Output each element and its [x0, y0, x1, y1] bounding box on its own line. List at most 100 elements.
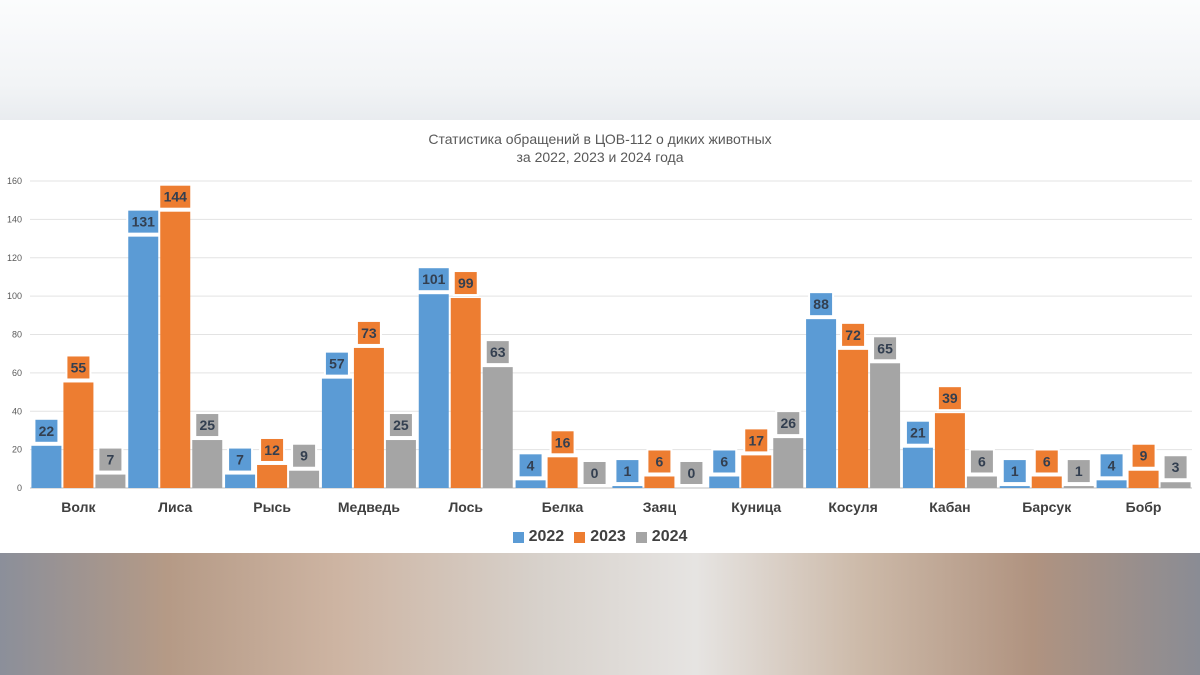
data-label-box — [1001, 458, 1028, 485]
data-label-box — [484, 339, 511, 366]
data-label-box — [291, 442, 318, 469]
data-label-box — [1162, 454, 1189, 481]
data-label: 6 — [1043, 453, 1051, 469]
legend-label: 2022 — [528, 528, 565, 545]
bar-2024 — [192, 440, 223, 488]
category-label: Лиса — [158, 499, 192, 515]
data-label-box — [549, 429, 576, 456]
data-label: 99 — [458, 275, 474, 291]
data-label: 17 — [748, 432, 764, 448]
category-label: Барсук — [1022, 499, 1072, 515]
bar-2023 — [353, 347, 384, 488]
bar-2022 — [418, 294, 449, 488]
data-label-box — [775, 410, 802, 437]
data-label: 0 — [688, 465, 696, 481]
bar-2022 — [612, 486, 643, 488]
data-label-box — [1065, 458, 1092, 485]
data-label-box — [581, 460, 608, 486]
legend-label: 2024 — [651, 528, 688, 545]
data-label: 55 — [71, 359, 87, 375]
category-label: Волк — [61, 499, 96, 515]
legend-swatch — [574, 531, 586, 543]
bar-2024 — [870, 363, 901, 488]
bar-2022 — [225, 474, 256, 488]
bar-2023 — [644, 476, 675, 488]
data-label: 101 — [422, 271, 446, 287]
bar-2023 — [934, 413, 965, 488]
data-label: 12 — [264, 442, 280, 458]
bar-2022 — [902, 447, 933, 488]
data-label-box — [904, 419, 931, 446]
data-label: 73 — [361, 325, 377, 341]
y-tick-label: 60 — [12, 368, 22, 378]
data-label: 6 — [978, 453, 986, 469]
legend-label: 2023 — [590, 528, 626, 545]
y-tick-label: 140 — [7, 214, 22, 224]
chart-subtitle: за 2022, 2023 и 2024 года — [516, 149, 684, 165]
legend-swatch — [512, 531, 524, 543]
data-label-box — [33, 417, 60, 444]
data-label-box — [416, 266, 451, 293]
bar-2024 — [95, 474, 126, 488]
data-label: 3 — [1172, 459, 1180, 475]
bar-2023 — [1031, 476, 1062, 488]
bar-2023 — [741, 455, 772, 488]
category-label: Кабан — [929, 499, 970, 515]
bar-2023 — [547, 457, 578, 488]
bar-2023 — [257, 464, 288, 488]
data-label: 63 — [490, 344, 506, 360]
data-label: 88 — [813, 296, 829, 312]
data-label: 6 — [656, 453, 664, 469]
data-label: 4 — [527, 457, 535, 473]
chart-title-block: Статистика обращений в ЦОВ-112 о диких ж… — [0, 130, 1200, 166]
photo-background-bottom — [0, 553, 1200, 675]
data-label-box — [126, 208, 161, 235]
data-label-box — [711, 448, 738, 475]
legend-swatch — [635, 531, 647, 543]
bar-2024 — [966, 476, 997, 488]
category-label: Косуля — [828, 499, 877, 515]
bar-2023 — [838, 349, 869, 488]
data-label-box — [968, 448, 995, 475]
data-label-box — [808, 291, 835, 318]
data-label: 0 — [591, 465, 599, 481]
chart-title: Статистика обращений в ЦОВ-112 о диких ж… — [428, 131, 772, 147]
y-tick-label: 0 — [17, 483, 22, 493]
data-label: 65 — [877, 340, 893, 356]
y-tick-label: 100 — [7, 291, 22, 301]
data-label-box — [158, 183, 193, 210]
category-label: Рысь — [253, 499, 291, 515]
category-label: Бобр — [1126, 499, 1162, 515]
data-label-box — [743, 427, 770, 454]
bar-2024 — [1063, 486, 1094, 488]
data-label: 26 — [780, 415, 796, 431]
bar-2023 — [450, 298, 481, 488]
data-label-box — [614, 458, 641, 485]
bar-2022 — [709, 476, 740, 488]
y-tick-label: 40 — [12, 406, 22, 416]
legend-item-2022: 2022 — [512, 528, 565, 546]
data-label: 6 — [720, 453, 728, 469]
y-tick-label: 20 — [12, 445, 22, 455]
data-label-box — [387, 412, 414, 439]
bar-2024 — [289, 470, 320, 488]
bar-2024 — [1160, 482, 1191, 488]
data-label-box — [194, 412, 221, 439]
legend-item-2023: 2023 — [574, 528, 626, 546]
data-label: 57 — [329, 356, 345, 372]
data-label: 21 — [910, 425, 926, 441]
data-label: 131 — [132, 214, 156, 230]
data-label-box — [646, 448, 673, 475]
data-label: 25 — [393, 417, 409, 433]
bar-2023 — [1128, 470, 1159, 488]
data-label: 16 — [555, 434, 571, 450]
data-label: 9 — [300, 448, 308, 464]
bar-2022 — [999, 486, 1030, 488]
data-label-box — [323, 350, 350, 377]
data-label-box — [517, 452, 544, 479]
bar-2022 — [31, 445, 62, 488]
bar-2024 — [773, 438, 804, 488]
category-label: Лось — [448, 499, 483, 515]
data-label: 144 — [164, 189, 188, 205]
bar-2022 — [128, 236, 159, 488]
